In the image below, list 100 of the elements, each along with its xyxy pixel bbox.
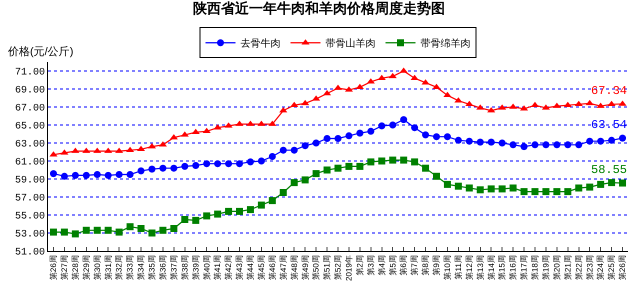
point — [619, 180, 626, 187]
point — [82, 172, 90, 179]
point — [454, 136, 462, 144]
y-tick-label: 65.00 — [14, 122, 45, 132]
point — [324, 166, 331, 174]
y-tick-label: 71.00 — [14, 68, 45, 78]
chart-title: 陕西省近一年牛肉和羊肉价格周度走势图 — [193, 0, 445, 16]
point — [324, 135, 331, 142]
point — [60, 228, 68, 236]
x-tick-label: 第2周 — [355, 255, 364, 276]
x-tick-label: 第30周 — [92, 255, 102, 280]
point — [236, 160, 244, 168]
point — [290, 146, 298, 154]
x-tick-label: 第6周 — [399, 255, 408, 276]
point — [170, 225, 178, 232]
x-tick-label: 第10周 — [443, 255, 452, 280]
point — [280, 189, 287, 196]
x-tick-label: 第43周 — [235, 255, 244, 280]
point — [498, 140, 506, 146]
point — [586, 100, 594, 106]
point — [126, 171, 134, 178]
point — [553, 141, 560, 148]
point — [312, 170, 320, 178]
point — [422, 131, 430, 138]
point — [268, 197, 276, 204]
point — [214, 210, 222, 218]
x-tick-label: 第33周 — [126, 255, 135, 280]
point — [575, 141, 582, 148]
y-axis-title: 价格(元/公斤) — [7, 45, 74, 58]
point — [465, 100, 474, 106]
point — [400, 156, 408, 164]
point — [488, 185, 495, 192]
x-tick-label: 第15周 — [498, 255, 507, 280]
y-tick-label: 63.00 — [14, 140, 45, 150]
x-tick-label: 第38周 — [180, 255, 190, 280]
y-tick-label: 53.00 — [14, 230, 45, 240]
point — [586, 138, 594, 145]
point — [50, 170, 57, 178]
point — [608, 100, 616, 106]
point — [301, 100, 310, 106]
x-tick-label: 第47周 — [278, 255, 288, 280]
x-tick-label: 2019年 — [344, 255, 354, 281]
x-tick-label: 第52周 — [334, 255, 343, 280]
point — [378, 122, 386, 130]
point — [334, 164, 342, 172]
point — [345, 132, 352, 140]
x-tick-label: 第23周 — [585, 255, 594, 280]
point — [203, 160, 210, 168]
point — [553, 188, 560, 196]
point — [510, 184, 517, 192]
x-tick-label: 第44周 — [246, 255, 256, 280]
point — [280, 146, 287, 154]
x-tick-label: 第11周 — [454, 255, 463, 280]
point — [597, 138, 604, 145]
point — [180, 131, 189, 137]
point — [564, 141, 572, 148]
point — [302, 176, 309, 184]
x-tick-label: 第25周 — [607, 255, 616, 280]
point — [356, 130, 364, 137]
point — [619, 134, 626, 142]
point — [82, 226, 90, 234]
point — [159, 226, 166, 234]
point — [268, 153, 276, 160]
x-tick-label: 第40周 — [202, 255, 212, 280]
point — [444, 133, 451, 140]
y-tick-label: 59.00 — [14, 176, 45, 186]
x-tick-label: 第51周 — [322, 255, 332, 280]
point — [575, 184, 582, 192]
point — [366, 78, 375, 84]
point — [181, 216, 188, 223]
x-tick-label: 第4周 — [377, 255, 386, 276]
point — [290, 179, 298, 186]
x-tick-label: 第26周 — [618, 255, 628, 280]
point — [564, 188, 572, 196]
point — [148, 230, 156, 236]
x-tick-label: 第24周 — [596, 255, 606, 280]
x-tick-label: 第28周 — [70, 255, 80, 280]
point — [466, 184, 473, 192]
y-tick-label: 61.00 — [14, 158, 45, 168]
x-tick-label: 第13周 — [476, 255, 485, 280]
point — [312, 140, 320, 146]
x-tick-label: 第18周 — [530, 255, 540, 280]
x-tick-label: 第16周 — [508, 255, 518, 280]
point — [531, 141, 538, 148]
point — [476, 138, 484, 146]
x-tick-label: 第3周 — [366, 255, 376, 276]
x-tick-label: 第35周 — [148, 255, 157, 280]
point — [258, 158, 265, 164]
point — [542, 141, 550, 148]
point — [94, 171, 101, 178]
x-tick-label: 第17周 — [520, 255, 529, 280]
y-tick-label: 69.00 — [14, 86, 45, 96]
point — [574, 100, 583, 106]
point — [225, 160, 232, 168]
point — [466, 138, 473, 145]
y-tick-label: 57.00 — [14, 194, 45, 204]
point — [116, 228, 123, 236]
point — [378, 158, 386, 164]
point — [236, 208, 244, 215]
point — [498, 104, 506, 110]
